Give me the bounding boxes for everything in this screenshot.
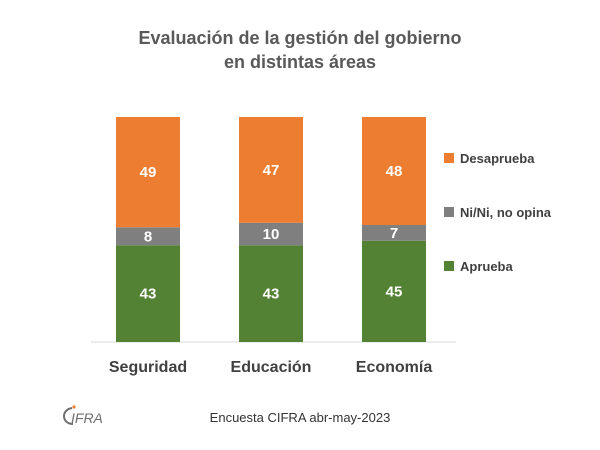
legend-swatch [444, 153, 454, 163]
legend-entry: Ni/Ni, no opina [460, 205, 552, 220]
data-label: 43 [263, 286, 280, 303]
bar-segment-Economía-Ni/Ni, no opina [362, 225, 426, 241]
chart-title-line-2: en distintas áreas [223, 52, 377, 72]
bar-segment-Seguridad-Aprueba [116, 245, 180, 342]
data-label: 8 [144, 228, 152, 245]
cifra-logo: IFRA [62, 405, 103, 426]
category-label: Seguridad [109, 359, 187, 376]
bar-segment-Economía-Desaprueba [362, 117, 426, 225]
chart-title-line-1: Evaluación de la gestión del gobierno [138, 28, 462, 48]
legend-swatch [444, 261, 454, 271]
bar-segment-Seguridad-Desaprueba [116, 117, 180, 228]
legend-entry: Desaprueba [460, 151, 535, 166]
bar-segment-Educación-Ni/Ni, no opina [239, 222, 303, 246]
data-label: 7 [390, 225, 398, 242]
data-label: 48 [386, 163, 403, 180]
data-label: 43 [140, 286, 157, 303]
data-label: 10 [263, 226, 280, 243]
legend-entry: Aprueba [460, 259, 514, 274]
data-label: 49 [140, 164, 157, 181]
source-note: Encuesta CIFRA abr-may-2023 [209, 410, 391, 425]
bar-segment-Educación-Desaprueba [239, 117, 303, 223]
bar-segment-Educación-Aprueba [239, 245, 303, 342]
category-label: Educación [231, 359, 312, 376]
legend-swatch [444, 207, 454, 217]
chart-title: Evaluación de la gestión del gobierno en… [0, 26, 600, 74]
svg-text:IFRA: IFRA [71, 410, 103, 426]
bar-segment-Economía-Aprueba [362, 240, 426, 342]
category-label: Economía [356, 359, 433, 376]
data-label: 47 [263, 162, 280, 179]
bar-segment-Seguridad-Ni/Ni, no opina [116, 227, 180, 246]
data-label: 45 [386, 283, 403, 300]
